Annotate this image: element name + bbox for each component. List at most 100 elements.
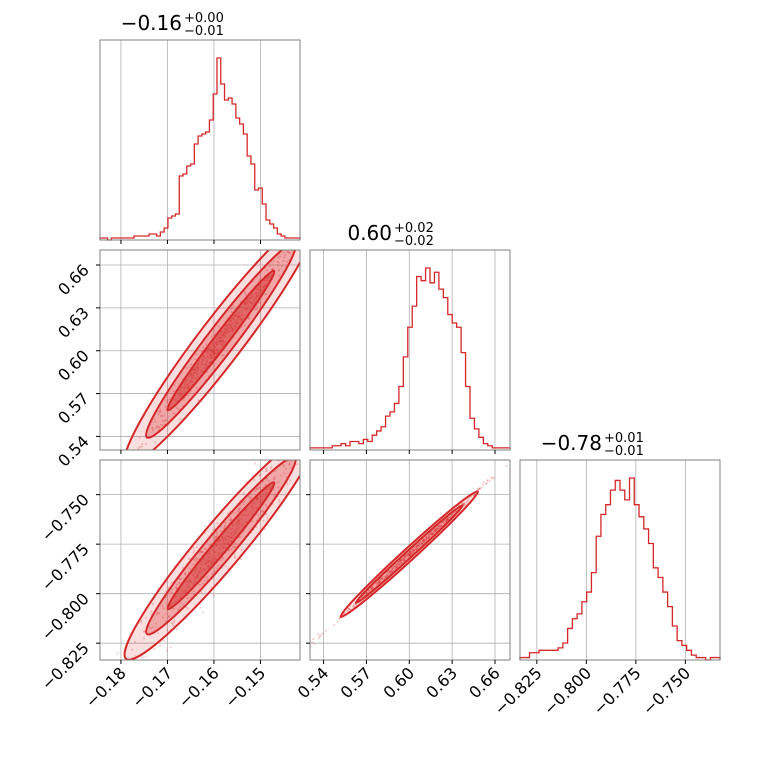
sample-point xyxy=(329,419,331,421)
sample-point xyxy=(283,472,286,475)
sample-point xyxy=(378,580,381,583)
sample-point xyxy=(396,562,399,565)
sample-point xyxy=(378,578,381,581)
sample-point xyxy=(168,398,171,401)
sample-point xyxy=(216,533,218,536)
sample-point xyxy=(283,465,286,468)
sample-point xyxy=(230,548,232,551)
sample-point xyxy=(264,483,267,486)
sample-point xyxy=(155,426,158,429)
sample-point xyxy=(156,632,159,635)
sample-point xyxy=(215,530,218,533)
sample-point xyxy=(229,517,232,520)
sample-point xyxy=(421,542,424,545)
sample-point xyxy=(277,498,280,501)
sample-point xyxy=(388,571,391,574)
sample-point xyxy=(253,308,256,311)
sample-point xyxy=(413,549,416,552)
sample-point xyxy=(271,267,274,270)
sample-point xyxy=(178,581,181,584)
histogram-panel-1 xyxy=(309,249,511,454)
histogram-panel-0 xyxy=(99,39,301,244)
sample-point xyxy=(397,564,400,567)
histogram-line-1 xyxy=(309,267,511,450)
sample-point xyxy=(205,343,208,346)
sample-point xyxy=(324,629,327,632)
sample-point xyxy=(330,198,332,200)
sample-point xyxy=(378,579,381,582)
sample-point xyxy=(163,414,165,417)
sample-point xyxy=(192,546,195,549)
sample-point xyxy=(154,441,157,444)
sample-point xyxy=(273,475,276,478)
sample-point xyxy=(488,480,491,483)
sample-point xyxy=(286,437,288,439)
sample-point xyxy=(221,354,224,357)
sample-point xyxy=(282,251,285,254)
panel-1-2-frame xyxy=(309,459,511,661)
sample-point xyxy=(148,625,151,628)
sample-point xyxy=(413,549,416,552)
sample-point xyxy=(164,405,167,408)
sample-point xyxy=(162,639,165,642)
sample-point xyxy=(333,624,336,627)
sample-point xyxy=(415,546,418,549)
sample-point xyxy=(290,241,292,243)
sample-point xyxy=(368,589,371,592)
sample-point xyxy=(233,557,236,559)
sample-point xyxy=(434,528,437,531)
sample-point xyxy=(411,547,414,550)
sample-point xyxy=(314,431,316,433)
sample-point xyxy=(200,350,203,353)
sample-point xyxy=(419,545,422,548)
sample-point xyxy=(152,603,155,605)
sample-point xyxy=(132,668,134,670)
sample-point xyxy=(272,268,275,270)
sample-point xyxy=(394,565,397,568)
sample-point xyxy=(288,252,291,255)
sample-point xyxy=(396,566,398,569)
sample-point xyxy=(409,550,412,553)
sample-point xyxy=(157,413,160,416)
sample-point xyxy=(122,662,124,664)
sample-point xyxy=(156,611,159,614)
sample-point xyxy=(434,529,437,531)
x-tick-label-0-2: −0.16 xyxy=(175,663,223,711)
sample-point xyxy=(315,209,317,211)
sample-point xyxy=(427,535,430,537)
sample-point xyxy=(165,613,167,615)
sample-point xyxy=(290,245,292,247)
sample-point xyxy=(301,220,303,222)
sample-point xyxy=(159,408,161,411)
sample-point xyxy=(478,488,481,491)
x-tick-label-2-3: −0.750 xyxy=(639,663,694,718)
sample-point xyxy=(169,646,172,649)
sample-point xyxy=(254,490,256,493)
sample-point xyxy=(433,530,436,533)
y-tick-label-1-0: 0.54 xyxy=(54,432,93,471)
sample-point xyxy=(422,539,425,542)
x-tick-label-1-0: 0.54 xyxy=(294,663,333,702)
sample-point xyxy=(157,428,160,431)
sample-point xyxy=(266,479,269,482)
sample-point xyxy=(391,567,394,570)
sample-point xyxy=(243,500,246,503)
sample-point xyxy=(433,530,436,533)
sample-point xyxy=(400,558,402,561)
sample-point xyxy=(184,573,187,576)
sample-point xyxy=(164,419,167,422)
sample-point xyxy=(265,293,268,296)
sample-point xyxy=(202,550,205,553)
sample-point xyxy=(415,544,418,547)
sample-point xyxy=(463,502,466,505)
sample-point xyxy=(402,556,405,559)
sample-point xyxy=(237,510,239,513)
x-tick-label-1-2: 0.60 xyxy=(379,663,418,702)
sample-point xyxy=(423,540,426,543)
sample-point xyxy=(288,463,291,466)
sample-point xyxy=(159,410,162,413)
sample-point xyxy=(424,536,427,539)
sample-point xyxy=(345,170,347,172)
sample-point xyxy=(416,545,419,548)
sample-point xyxy=(180,577,183,580)
